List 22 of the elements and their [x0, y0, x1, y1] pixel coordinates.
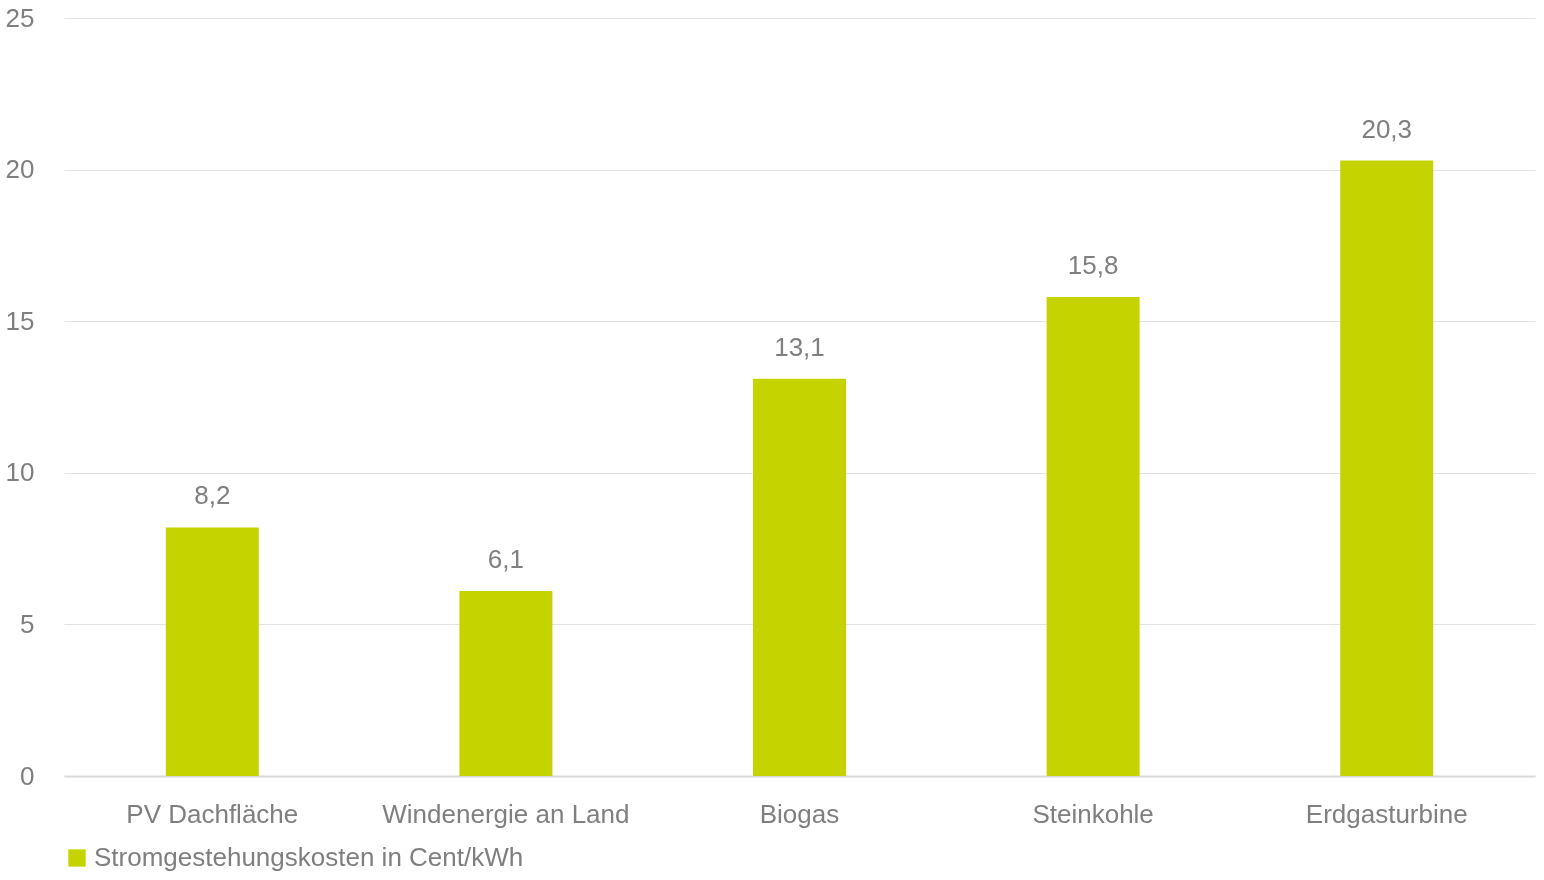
- y-tick-label: 5: [20, 608, 35, 639]
- y-tick-label: 10: [5, 457, 35, 488]
- x-tick-label: Erdgasturbine: [1305, 798, 1468, 829]
- bar: [165, 527, 259, 776]
- bar: [459, 591, 553, 776]
- data-label: 13,1: [774, 331, 825, 362]
- y-tick-label: 20: [5, 154, 35, 185]
- y-tick-label: 0: [20, 760, 35, 791]
- y-tick-label: 25: [5, 2, 35, 33]
- x-tick-label: Steinkohle: [1032, 798, 1154, 829]
- bar: [1046, 296, 1140, 776]
- x-tick-label: Biogas: [759, 798, 840, 829]
- data-label: 20,3: [1361, 113, 1413, 144]
- y-tick-label: 15: [5, 305, 35, 336]
- data-label: 6,1: [487, 544, 524, 575]
- bar: [753, 378, 846, 776]
- data-label: 15,8: [1067, 249, 1119, 280]
- data-label: 8,2: [194, 480, 231, 511]
- bar: [1340, 160, 1434, 776]
- x-tick-label: Windenergie an Land: [382, 798, 630, 829]
- legend-label: Stromgestehungskosten in Cent/kWh: [94, 842, 524, 872]
- x-tick-label: PV Dachfläche: [126, 798, 299, 829]
